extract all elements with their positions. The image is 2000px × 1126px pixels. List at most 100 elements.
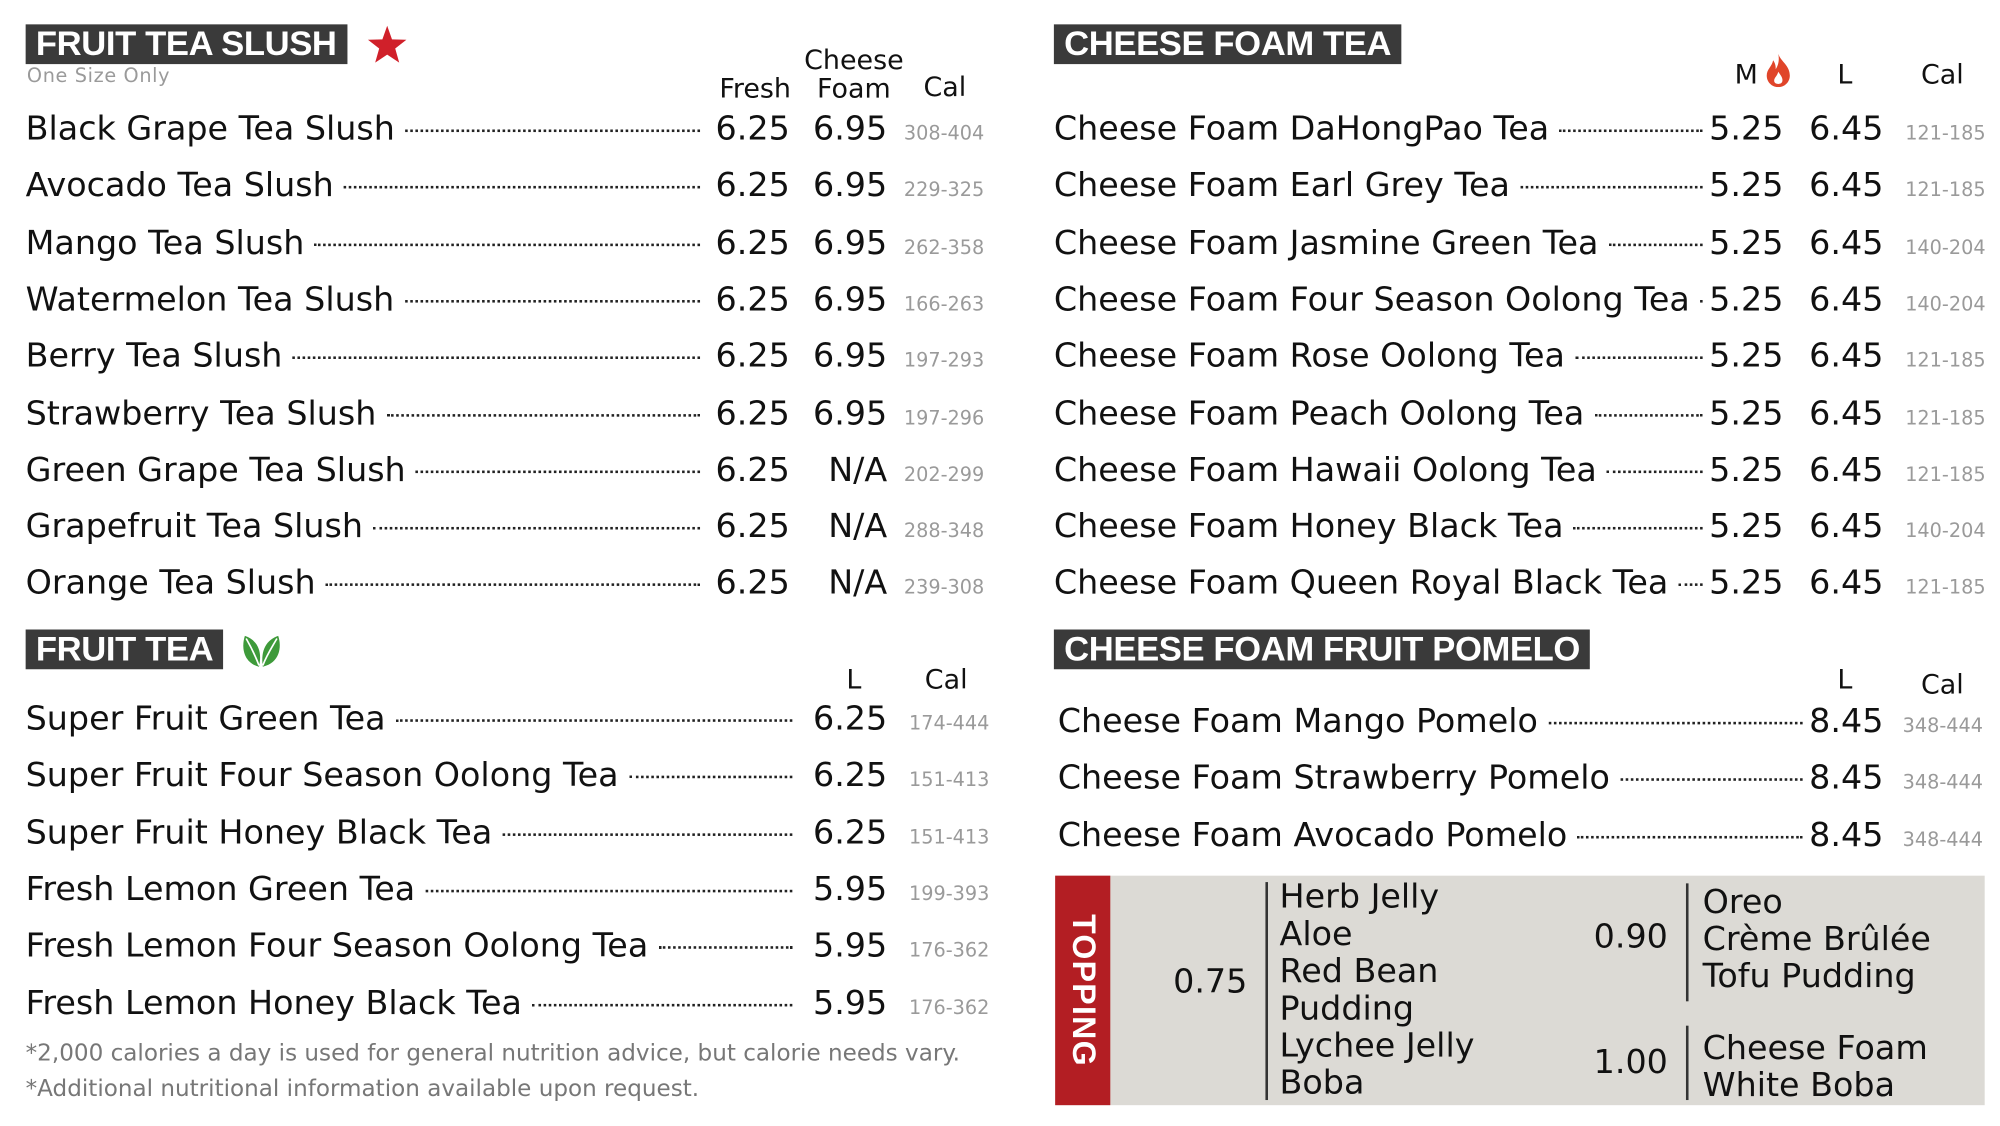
item-name-with-leader: Cheese Foam Jasmine Green Tea bbox=[1054, 220, 1708, 266]
item-name: Green Grape Tea Slush bbox=[25, 451, 406, 490]
item-calories: 140-204 bbox=[1905, 235, 1986, 259]
menu-item-row: Mango Tea Slush 6.25 6.95 262-358 bbox=[0, 220, 2000, 271]
dot-leader bbox=[1575, 356, 1703, 360]
item-calories: 229-325 bbox=[903, 178, 985, 202]
dot-leader bbox=[502, 832, 793, 836]
topping-item: Red Bean bbox=[1279, 952, 1439, 992]
item-price: N/A bbox=[828, 507, 888, 547]
menu-item-row: Cheese Foam Honey Black Tea 5.25 6.45 140-2… bbox=[0, 504, 2000, 555]
menu-item-row: Cheese Foam Strawberry Pomelo 8.45 348-444 bbox=[0, 756, 2000, 807]
item-name: Super Fruit Four Season Oolong Tea bbox=[25, 756, 619, 796]
item-price: 6.25 bbox=[812, 756, 888, 796]
item-name: Mango Tea Slush bbox=[25, 223, 305, 263]
menu-item-row: Cheese Foam Rose Oolong Tea 5.25 6.45 121-1… bbox=[0, 334, 2000, 385]
col-m: M bbox=[1734, 58, 1758, 90]
menu-item-row: Cheese Foam Queen Royal Black Tea 5.25 6.4… bbox=[0, 561, 2000, 612]
dot-leader bbox=[373, 527, 701, 530]
item-price: 6.25 bbox=[715, 451, 790, 490]
item-calories: 239-308 bbox=[903, 576, 985, 600]
col-cheese-foam-1: Cheese bbox=[804, 44, 904, 76]
menu-item-row: Super Fruit Honey Black Tea 6.25 151-413 bbox=[0, 810, 2000, 861]
item-name: Cheese Foam Honey Black Tea bbox=[1053, 507, 1564, 547]
section-title-fruit-tea: FRUIT TEA bbox=[25, 629, 224, 670]
topping-item: White Boba bbox=[1702, 1066, 1896, 1106]
item-calories: 199-393 bbox=[909, 881, 990, 906]
item-name: Strawberry Tea Slush bbox=[25, 394, 377, 433]
item-calories: 140-204 bbox=[1905, 519, 1986, 543]
topping-item: Pudding bbox=[1279, 989, 1415, 1029]
item-name-with-leader: Cheese Foam DaHongPao Tea bbox=[1054, 106, 1708, 152]
item-name-with-leader: Cheese Foam Earl Grey Tea bbox=[1054, 163, 1708, 209]
item-name-with-leader: Fresh Lemon Honey Black Tea bbox=[26, 980, 798, 1026]
item-price: 6.45 bbox=[1809, 280, 1884, 320]
item-name: Fresh Lemon Honey Black Tea bbox=[25, 984, 522, 1023]
topping-item: Cheese Foam bbox=[1702, 1029, 1928, 1068]
item-name: Grapefruit Tea Slush bbox=[25, 507, 364, 547]
item-calories: 176-362 bbox=[909, 995, 990, 1019]
item-price: 5.95 bbox=[812, 984, 888, 1023]
item-name-with-leader: Berry Tea Slush bbox=[26, 334, 706, 380]
dot-leader bbox=[405, 129, 701, 133]
item-price: 6.95 bbox=[812, 223, 888, 263]
topping-item: Tofu Pudding bbox=[1702, 957, 1916, 997]
section-title-cheese-foam-tea: CHEESE FOAM TEA bbox=[1053, 24, 1402, 65]
menu-item-row: Avocado Tea Slush 6.25 6.95 229-325 bbox=[0, 163, 2000, 214]
item-name-with-leader: Cheese Foam Honey Black Tea bbox=[1054, 504, 1708, 550]
item-name-with-leader: Cheese Foam Hawaii Oolong Tea bbox=[1054, 447, 1708, 493]
topping-price: 0.90 bbox=[1593, 917, 1668, 957]
item-name: Cheese Foam Strawberry Pomelo bbox=[1057, 759, 1610, 798]
item-name: Cheese Foam Rose Oolong Tea bbox=[1053, 337, 1566, 376]
item-name: Super Fruit Honey Black Tea bbox=[25, 813, 493, 853]
item-price: 8.45 bbox=[1809, 816, 1884, 855]
item-name: Cheese Foam Peach Oolong Tea bbox=[1053, 394, 1585, 433]
item-price: 6.45 bbox=[1809, 337, 1884, 376]
item-price: 5.25 bbox=[1709, 507, 1784, 547]
item-price: 5.25 bbox=[1709, 167, 1784, 206]
menu-item-row: Green Grape Tea Slush 6.25 N/A 202-299 bbox=[0, 447, 2000, 498]
item-calories: 197-296 bbox=[903, 405, 985, 429]
menu-item-row: Watermelon Tea Slush 6.25 6.95 166-263 bbox=[0, 277, 2000, 328]
dot-leader bbox=[658, 946, 793, 949]
menu-item-row: Cheese Foam Earl Grey Tea 5.25 6.45 121-185 bbox=[0, 163, 2000, 214]
item-price: 6.25 bbox=[812, 813, 888, 853]
item-price: 6.45 bbox=[1809, 167, 1884, 206]
item-calories: 174-444 bbox=[909, 711, 990, 735]
topping-item: Lychee Jelly bbox=[1279, 1026, 1475, 1066]
item-name-with-leader: Cheese Foam Peach Oolong Tea bbox=[1054, 390, 1708, 436]
topping-price: 1.00 bbox=[1593, 1043, 1668, 1083]
menu-item-row: Cheese Foam Hawaii Oolong Tea 5.25 6.45 121… bbox=[0, 447, 2000, 498]
item-name-with-leader: Fresh Lemon Green Tea bbox=[26, 867, 798, 913]
item-name-with-leader: Cheese Foam Rose Oolong Tea bbox=[1054, 334, 1708, 380]
item-name-with-leader: Cheese Foam Four Season Oolong Tea bbox=[1054, 277, 1708, 323]
dot-leader bbox=[1573, 527, 1703, 530]
dot-leader bbox=[532, 1003, 793, 1006]
item-price: 6.25 bbox=[715, 564, 790, 604]
item-price: 6.25 bbox=[715, 110, 790, 149]
item-name: Cheese Foam DaHongPao Tea bbox=[1053, 110, 1550, 149]
item-name: Avocado Tea Slush bbox=[25, 167, 334, 206]
menu-item-row: Cheese Foam Avocado Pomelo 8.45 348-444 bbox=[0, 812, 2000, 863]
star-icon bbox=[367, 25, 407, 63]
divider bbox=[1685, 883, 1688, 1002]
item-price: 5.25 bbox=[1709, 451, 1784, 490]
item-name: Cheese Foam Jasmine Green Tea bbox=[1053, 223, 1599, 263]
col-cal: Cal bbox=[1920, 58, 1964, 90]
dot-leader bbox=[1520, 186, 1703, 189]
item-price: 5.25 bbox=[1709, 337, 1784, 376]
col-cal: Cal bbox=[1920, 669, 1964, 701]
topping-label: TOPPING bbox=[1055, 875, 1111, 1106]
item-price: 6.95 bbox=[812, 337, 888, 376]
topping-item: Crème Brûlée bbox=[1702, 920, 1931, 960]
item-price: 5.25 bbox=[1709, 223, 1784, 263]
dot-leader bbox=[386, 413, 701, 417]
col-l: L bbox=[1837, 664, 1853, 695]
item-name: Watermelon Tea Slush bbox=[25, 280, 395, 320]
item-calories: 348-444 bbox=[1902, 827, 1984, 851]
dot-leader bbox=[628, 776, 793, 779]
menu-item-row: Super Fruit Green Tea 6.25 174-444 bbox=[0, 696, 2000, 747]
item-price: 6.45 bbox=[1809, 507, 1884, 547]
item-name-with-leader: Grapefruit Tea Slush bbox=[26, 504, 706, 550]
item-name: Berry Tea Slush bbox=[25, 337, 283, 376]
item-name-with-leader: Super Fruit Green Tea bbox=[26, 696, 798, 742]
